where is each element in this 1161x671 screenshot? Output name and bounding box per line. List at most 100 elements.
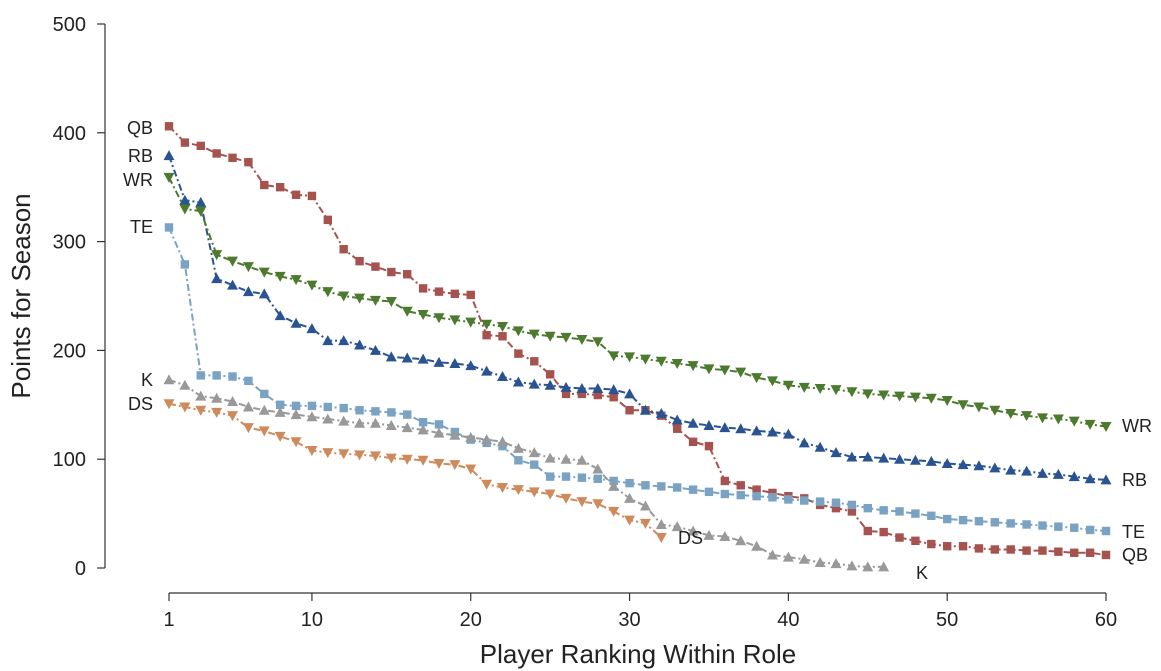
te-data-point [418, 418, 428, 427]
qb-data-point [530, 357, 539, 366]
te-data-point [768, 493, 777, 502]
wr-data-point [751, 373, 763, 384]
rb-data-point [655, 408, 667, 419]
qb-data-point [1022, 546, 1031, 555]
series-qb [164, 122, 1111, 560]
ds-data-point [481, 479, 493, 490]
wr-data-point [354, 293, 366, 304]
rb-data-point [957, 459, 969, 470]
rb-data-point [608, 384, 620, 395]
rb-data-point [941, 458, 953, 469]
wr-data-point [576, 335, 588, 346]
right-label-k: K [916, 563, 928, 583]
y-tick-label: 0 [75, 558, 86, 580]
k-data-point [624, 492, 636, 503]
wr-data-point [878, 390, 890, 401]
left-label-qb: QB [127, 118, 153, 138]
ds-data-point [608, 506, 620, 517]
rb-data-point [687, 417, 699, 428]
te-data-point [593, 474, 602, 483]
x-tick-label: 40 [777, 609, 799, 631]
wr-data-point [258, 267, 270, 278]
wr-data-point [925, 393, 937, 404]
right-label-te: TE [1122, 522, 1145, 542]
k-data-point [608, 480, 620, 491]
rb-data-point [862, 451, 874, 462]
k-data-point [227, 396, 239, 407]
ds-data-point [624, 515, 636, 526]
te-data-point [196, 371, 205, 380]
te-data-point [1022, 520, 1031, 529]
series-wr [163, 172, 1112, 433]
k-data-point [401, 422, 413, 433]
te-data-point [895, 507, 904, 516]
rb-data-point [401, 352, 413, 363]
series-ds [163, 399, 667, 544]
te-data-point [530, 460, 539, 469]
wr-data-point [862, 389, 874, 400]
k-data-point [735, 535, 747, 546]
qb-data-point [450, 289, 460, 299]
k-series-line [168, 378, 884, 568]
k-data-point [687, 525, 699, 536]
te-data-point [307, 401, 317, 411]
wr-data-point [1036, 413, 1048, 424]
k-data-point [528, 447, 540, 458]
wr-data-point [290, 275, 302, 286]
qb-data-point [561, 389, 571, 399]
rb-data-point [766, 426, 778, 437]
ds-data-point [258, 426, 270, 437]
rb-data-point [369, 344, 381, 355]
rb-data-point [1068, 471, 1080, 482]
rb-data-point [290, 317, 302, 328]
qb-data-point [942, 542, 952, 551]
qb-series-line [168, 125, 1107, 556]
k-data-point [814, 557, 826, 568]
rb-data-point [751, 425, 763, 436]
wr-data-point [671, 358, 683, 369]
te-data-point [1038, 521, 1047, 530]
te-data-point [434, 420, 444, 429]
te-data-point [879, 506, 888, 515]
k-data-point [322, 413, 334, 424]
wr-data-point [401, 306, 413, 317]
ds-data-point [465, 464, 477, 475]
te-data-point [1085, 525, 1095, 535]
te-data-point [641, 481, 650, 490]
te-data-point [958, 515, 968, 525]
k-data-point [195, 390, 207, 401]
wr-data-point [1052, 414, 1064, 425]
te-data-point [514, 456, 523, 465]
wr-data-point [766, 376, 778, 387]
rb-data-point [639, 404, 651, 415]
wr-data-point [957, 400, 969, 411]
qb-data-point [831, 503, 841, 513]
rb-data-point [703, 419, 715, 430]
rb-data-point [814, 441, 826, 452]
te-data-point [355, 406, 364, 415]
te-data-point [974, 517, 984, 526]
k-data-point [544, 452, 556, 463]
te-data-point [164, 223, 174, 232]
rb-data-point [322, 335, 334, 346]
qb-data-point [545, 370, 555, 379]
wr-data-point [274, 271, 286, 282]
rb-data-point [560, 381, 572, 392]
wr-data-point [195, 206, 207, 217]
te-data-point [847, 500, 857, 510]
qb-data-point [1038, 546, 1047, 555]
te-data-point [752, 491, 761, 501]
te-data-point [657, 482, 666, 491]
rb-data-point [576, 382, 588, 393]
ds-data-point [449, 460, 461, 471]
rb-data-point [894, 453, 906, 464]
qb-data-point [434, 287, 444, 296]
k-data-point [592, 463, 604, 474]
k-data-point [862, 561, 874, 572]
wr-data-point [735, 367, 747, 378]
rb-data-point [258, 288, 270, 299]
x-axis-title: Player Ranking Within Role [480, 639, 796, 669]
ds-series-line [168, 402, 662, 539]
te-data-point [1006, 519, 1015, 528]
ds-data-point [576, 497, 588, 508]
